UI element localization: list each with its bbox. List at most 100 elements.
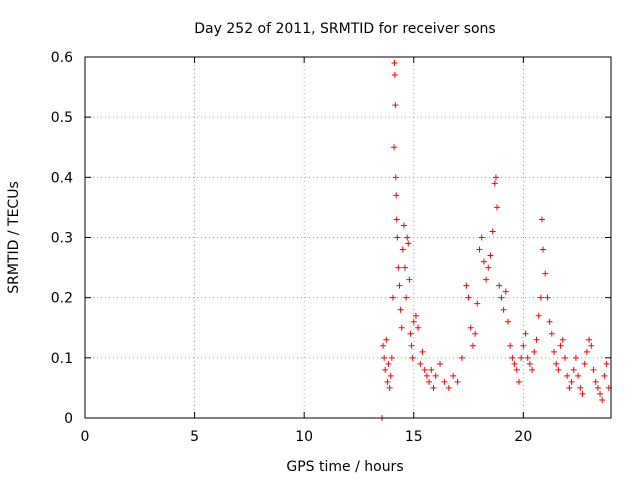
data-point (496, 282, 503, 289)
data-point (485, 264, 492, 271)
y-tick-label: 0.3 (51, 231, 73, 247)
data-point (537, 294, 544, 301)
x-tick-label: 15 (405, 429, 423, 445)
data-point (588, 342, 595, 349)
y-axis-label: SRMTID / TECUs (6, 181, 22, 294)
data-point (592, 378, 599, 385)
data-point (398, 324, 405, 331)
data-point (381, 354, 388, 361)
data-point (397, 306, 404, 313)
data-point (392, 102, 399, 109)
data-point (406, 276, 413, 283)
data-point (412, 312, 419, 319)
y-tick-label: 0.5 (51, 110, 73, 126)
data-point (557, 342, 564, 349)
data-point (540, 246, 547, 253)
x-tick-label: 10 (295, 429, 313, 445)
data-point (531, 348, 538, 355)
data-point (546, 318, 553, 325)
data-point (594, 384, 601, 391)
data-point (380, 342, 387, 349)
data-point (394, 234, 401, 241)
data-point (403, 294, 410, 301)
data-point (386, 384, 393, 391)
data-point (388, 354, 395, 361)
data-point (566, 384, 573, 391)
data-point (399, 246, 406, 253)
data-point (504, 318, 511, 325)
data-point (507, 342, 514, 349)
data-point (382, 366, 389, 373)
data-point (500, 306, 507, 313)
data-point (409, 354, 416, 361)
data-point (441, 378, 448, 385)
data-point (559, 336, 566, 343)
data-point (404, 234, 411, 241)
data-point (458, 354, 465, 361)
tick-labels: 0 0.1 0.2 0.3 0.4 0.5 0.6 0 5 10 15 20 (51, 50, 533, 445)
data-point (518, 354, 525, 361)
data-point (476, 246, 483, 253)
data-point (597, 390, 604, 397)
data-point (553, 360, 560, 367)
data-point (445, 384, 452, 391)
data-point (383, 336, 390, 343)
data-point (555, 366, 562, 373)
y-tick-label: 0.1 (51, 351, 73, 367)
data-point (454, 378, 461, 385)
data-point (489, 228, 496, 235)
data-points (378, 60, 612, 421)
data-point (392, 174, 399, 181)
data-point (408, 342, 415, 349)
data-point (430, 384, 437, 391)
data-point (469, 342, 476, 349)
data-point (393, 192, 400, 199)
data-point (400, 222, 407, 229)
data-point (561, 354, 568, 361)
data-point (494, 204, 501, 211)
data-point (601, 372, 608, 379)
data-point (417, 360, 424, 367)
data-point (421, 366, 428, 373)
data-point (472, 330, 479, 337)
data-point (498, 294, 505, 301)
y-tick-label: 0 (64, 411, 73, 427)
data-point (465, 294, 472, 301)
data-point (395, 264, 402, 271)
data-point (385, 360, 392, 367)
y-tick-label: 0.4 (51, 170, 73, 186)
data-point (391, 60, 398, 67)
data-point (487, 252, 494, 259)
plot-frame (84, 56, 612, 419)
data-point (396, 282, 403, 289)
data-point (432, 372, 439, 379)
data-point (391, 144, 398, 151)
data-point (483, 276, 490, 283)
data-point (384, 378, 391, 385)
data-point (437, 360, 444, 367)
data-point (515, 378, 522, 385)
data-point (533, 336, 540, 343)
data-point (568, 378, 575, 385)
x-tick-label: 5 (190, 429, 199, 445)
data-point (581, 360, 588, 367)
data-point (526, 360, 533, 367)
data-point (509, 354, 516, 361)
data-point (401, 264, 408, 271)
data-point (551, 348, 558, 355)
data-point (529, 366, 536, 373)
data-point (387, 372, 394, 379)
data-point (535, 312, 542, 319)
data-point (491, 180, 498, 187)
chart-title: Day 252 of 2011, SRMTID for receiver son… (194, 21, 495, 37)
data-point (548, 330, 555, 337)
data-point (463, 282, 470, 289)
data-point (415, 324, 422, 331)
x-tick-label: 0 (81, 429, 90, 445)
data-point (428, 366, 435, 373)
data-point (393, 216, 400, 223)
data-point (538, 216, 545, 223)
data-point (426, 378, 433, 385)
